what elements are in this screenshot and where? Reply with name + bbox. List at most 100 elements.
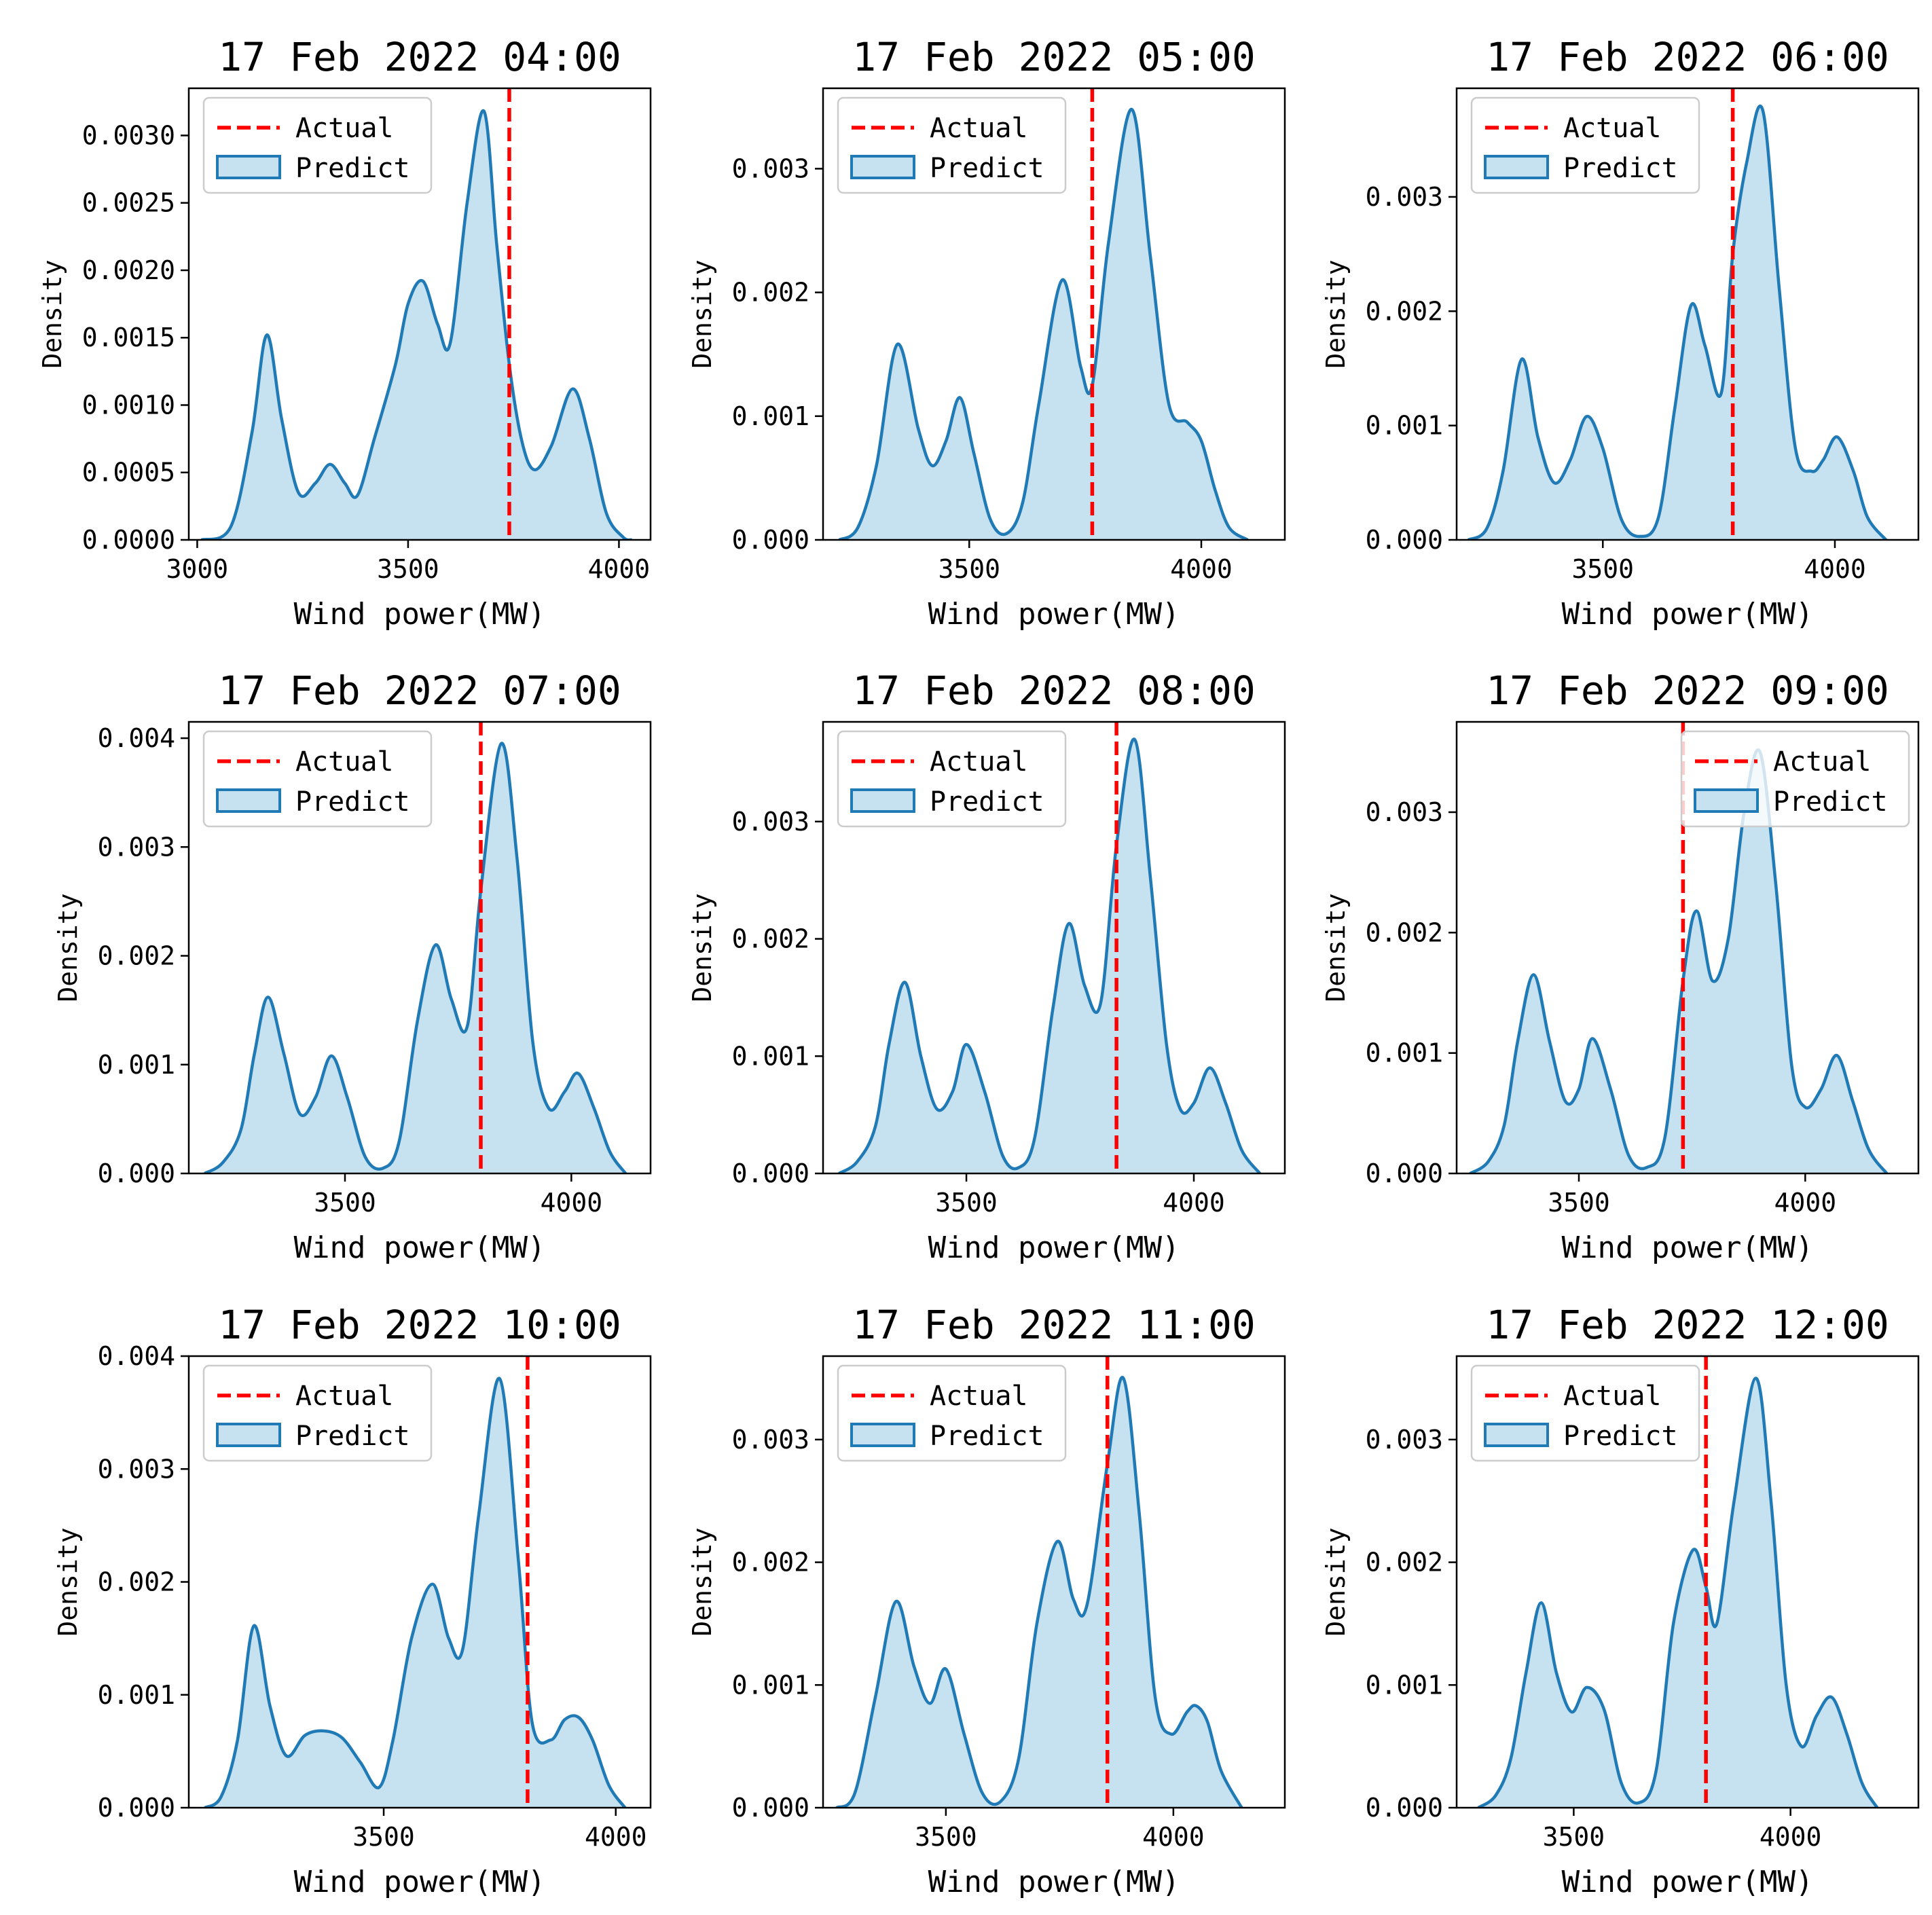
predict-density-line [204,742,627,1173]
subplot-title: 17 Feb 2022 09:00 [1486,668,1889,714]
x-tick-label: 4000 [1142,1822,1205,1852]
legend-predict-swatch [1484,1423,1549,1447]
predict-density-line [1467,104,1887,540]
y-tick-label: 0.001 [732,401,809,431]
legend: Actual Predict [202,1364,433,1462]
x-tick-label: 3500 [935,1188,998,1218]
y-tick-label: 0.0025 [82,188,175,218]
y-tick-label: 0.0020 [82,255,175,285]
y-axis-label: Density [53,893,83,1002]
x-tick-label: 4000 [1163,1188,1225,1218]
y-tick-label: 0.003 [98,1454,175,1484]
axes-frame [187,87,652,541]
x-tick-label: 3500 [1548,1188,1610,1218]
legend-actual-label: Actual [295,746,394,778]
legend-predict-swatch [850,1423,915,1447]
x-tick-label: 3500 [314,1188,376,1218]
legend: Actual Predict [1470,96,1700,194]
y-tick-label: 0.000 [732,525,809,555]
legend-predict-label: Predict [1563,153,1678,184]
x-tick-label: 4000 [588,554,651,584]
predict-density-area [839,739,1260,1173]
x-tick-label: 4000 [585,1822,647,1852]
subplot-3: 17 Feb 2022 06:00 0.000 0.001 0.002 0.003 350… [1321,34,1920,632]
subplot-title: 17 Feb 2022 07:00 [218,668,621,714]
y-axis-label: Density [1321,893,1351,1002]
axes-frame [822,721,1286,1175]
legend-predict-label: Predict [1773,786,1888,818]
x-tick-label: 3500 [938,554,1001,584]
legend-predict-label: Predict [295,1421,410,1452]
y-tick-label: 0.000 [1366,525,1443,555]
axes-frame [1455,1355,1920,1809]
x-tick-label: 3500 [352,1822,415,1852]
legend-actual-label: Actual [1563,1381,1662,1412]
subplot-6: 17 Feb 2022 09:00 0.000 0.001 0.002 0.003 350… [1321,668,1920,1265]
predict-density-area [1478,1378,1878,1808]
y-tick-label: 0.003 [98,832,175,862]
legend: Actual Predict [202,730,433,828]
y-axis-label: Density [53,1527,83,1636]
x-tick-label: 4000 [1760,1822,1822,1852]
legend-predict-swatch [216,788,281,813]
x-axis-label: Wind power(MW) [294,1865,546,1899]
subplot-title: 17 Feb 2022 06:00 [1486,34,1889,80]
y-tick-label: 0.001 [1366,411,1443,441]
x-axis-label: Wind power(MW) [1562,1865,1814,1899]
x-axis-label: Wind power(MW) [928,1230,1180,1265]
legend-predict-swatch [1694,788,1759,813]
y-tick-label: 0.0010 [82,390,175,420]
legend-predict-label: Predict [930,1421,1044,1452]
predict-density-area [1468,106,1887,540]
x-axis-label: Wind power(MW) [928,597,1180,632]
subplot-title: 17 Feb 2022 05:00 [852,34,1256,80]
y-tick-label: 0.004 [98,1341,175,1371]
x-axis-label: Wind power(MW) [928,1865,1180,1899]
legend-predict-swatch [216,155,281,179]
x-tick-label: 3500 [1543,1822,1605,1852]
y-tick-label: 0.001 [732,1041,809,1071]
y-tick-label: 0.0005 [82,458,175,488]
y-tick-label: 0.001 [1366,1670,1443,1700]
legend-predict-swatch [850,788,915,813]
subplot-4: 17 Feb 2022 07:00 0.000 0.001 0.002 0.003 0.0… [53,668,652,1265]
subplot-title: 17 Feb 2022 04:00 [218,34,621,80]
y-axis-label: Density [37,259,67,368]
y-tick-label: 0.002 [98,1567,175,1597]
legend: Actual Predict [1680,730,1910,828]
y-tick-label: 0.000 [732,1793,809,1823]
y-tick-label: 0.001 [1366,1038,1443,1068]
legend-actual-label: Actual [930,1381,1028,1412]
y-axis-label: Density [687,1527,717,1636]
axes-frame [187,721,652,1175]
legend-actual-label: Actual [295,1381,394,1412]
legend-predict-label: Predict [295,153,410,184]
legend: Actual Predict [1470,1364,1700,1462]
y-tick-label: 0.000 [1366,1159,1443,1188]
legend-predict-swatch [216,1423,281,1447]
y-tick-label: 0.001 [732,1670,809,1700]
y-tick-label: 0.002 [1366,1548,1443,1577]
subplot-title: 17 Feb 2022 10:00 [218,1302,621,1348]
y-tick-label: 0.002 [732,924,809,954]
y-tick-label: 0.002 [732,278,809,308]
y-tick-label: 0.000 [98,1793,175,1823]
y-tick-label: 0.001 [98,1050,175,1080]
legend: Actual Predict [837,1364,1067,1462]
x-tick-label: 4000 [541,1188,603,1218]
predict-density-area [1470,750,1887,1173]
legend-actual-label: Actual [295,113,394,144]
y-tick-label: 0.0015 [82,323,175,352]
x-tick-label: 3000 [166,554,229,584]
predict-density-area [201,111,632,540]
y-tick-label: 0.0030 [82,120,175,150]
subplot-8: 17 Feb 2022 11:00 0.000 0.001 0.002 0.003 350… [687,1302,1286,1899]
subplot-1: 17 Feb 2022 04:00 0.0000 0.0005 0.0010 0.001… [37,34,652,632]
subplot-9: 17 Feb 2022 12:00 0.000 0.001 0.002 0.003 350… [1321,1302,1920,1899]
legend: Actual Predict [837,730,1067,828]
y-tick-label: 0.004 [98,723,175,753]
predict-density-area [837,1377,1242,1808]
y-tick-label: 0.003 [1366,1425,1443,1455]
y-tick-label: 0.003 [732,807,809,837]
